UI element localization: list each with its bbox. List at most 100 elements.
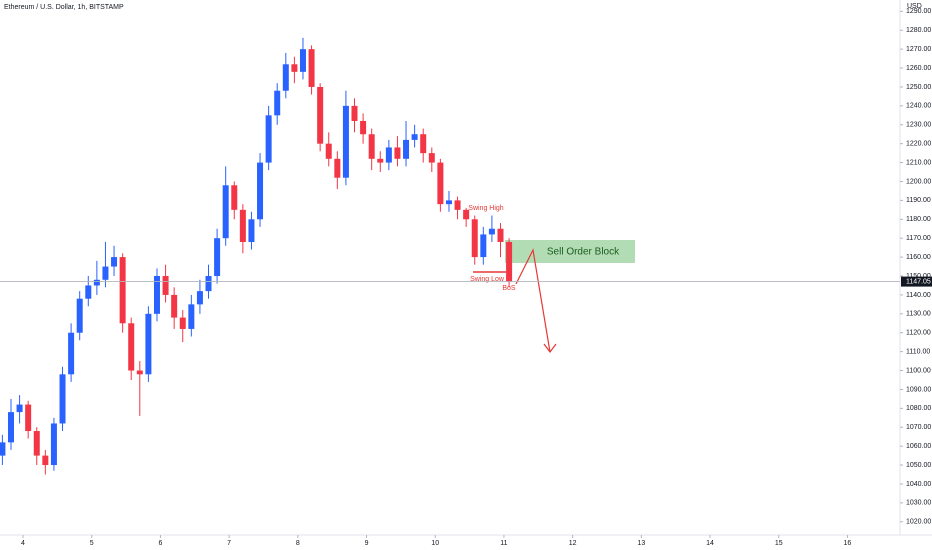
candle-body xyxy=(454,200,461,210)
candle-body xyxy=(257,162,264,220)
candle-body xyxy=(205,276,212,292)
candle-body xyxy=(291,64,298,72)
y-tick-label: 1080.00 xyxy=(906,405,931,412)
y-tick-label: 1200.00 xyxy=(906,178,931,185)
y-tick-label: 1050.00 xyxy=(906,462,931,469)
y-tick-label: 1260.00 xyxy=(906,65,931,72)
y-tick-label: 1160.00 xyxy=(906,254,931,261)
candle-body xyxy=(93,279,100,286)
candle-body xyxy=(471,219,478,258)
y-tick-label: 1180.00 xyxy=(906,216,931,223)
candle-body xyxy=(111,257,118,267)
candle-body xyxy=(342,105,349,178)
y-tick-label: 1230.00 xyxy=(906,122,931,129)
y-tick-label: 1070.00 xyxy=(906,424,931,431)
y-tick-label: 1020.00 xyxy=(906,519,931,526)
x-tick-label: 15 xyxy=(775,540,783,547)
candle-body xyxy=(445,200,452,205)
y-tick-label: 1060.00 xyxy=(906,443,931,450)
bos-label: BoS xyxy=(502,285,516,292)
candle-body xyxy=(308,49,315,87)
candle-body xyxy=(196,291,203,305)
y-tick-label: 1270.00 xyxy=(906,46,931,53)
x-tick-label: 13 xyxy=(637,540,645,547)
x-tick-label: 6 xyxy=(158,540,162,547)
candle-body xyxy=(231,185,238,210)
candle-body xyxy=(377,158,384,163)
candle-body xyxy=(25,404,32,432)
y-tick-label: 1130.00 xyxy=(906,311,931,318)
candle-body xyxy=(411,134,418,140)
candle-body xyxy=(282,64,289,91)
candle-body xyxy=(239,209,246,242)
x-tick-label: 4 xyxy=(21,540,25,547)
candle-body xyxy=(102,266,109,280)
y-tick-label: 1100.00 xyxy=(906,367,931,374)
candle-body xyxy=(274,90,281,116)
candle-body xyxy=(42,455,49,466)
candle-body xyxy=(463,209,470,220)
candle-body xyxy=(214,238,221,277)
swing-high-label: Swing High xyxy=(468,205,504,212)
y-tick-label: 1210.00 xyxy=(906,159,931,166)
candle-body xyxy=(394,147,401,159)
candle-body xyxy=(50,423,57,466)
x-tick-label: 5 xyxy=(90,540,94,547)
candle-body xyxy=(188,304,195,329)
candle-body xyxy=(317,86,324,144)
x-tick-label: 10 xyxy=(431,540,439,547)
candle-body xyxy=(351,105,358,121)
candle-body xyxy=(488,228,495,235)
swing-low-label: Swing Low xyxy=(470,276,505,283)
candle-body xyxy=(76,298,83,333)
x-tick-label: 7 xyxy=(227,540,231,547)
x-tick-label: 9 xyxy=(365,540,369,547)
candle-body xyxy=(360,120,367,135)
y-tick-label: 1090.00 xyxy=(906,386,931,393)
candle-body xyxy=(437,162,444,205)
candle-body xyxy=(128,323,135,371)
arrow-head xyxy=(543,343,557,353)
candle-body xyxy=(299,49,306,72)
x-tick-label: 16 xyxy=(844,540,852,547)
last-price-label: 1147.05 xyxy=(906,278,931,285)
candle-body xyxy=(480,234,487,258)
candle-body xyxy=(85,285,92,299)
candle-body xyxy=(33,431,40,456)
candle-body xyxy=(162,276,169,295)
y-tick-label: 1240.00 xyxy=(906,103,931,110)
y-tick-label: 1110.00 xyxy=(906,348,930,355)
y-tick-label: 1290.00 xyxy=(906,8,931,15)
candle-body xyxy=(16,404,23,413)
candle-body xyxy=(248,219,255,242)
order-block-zone xyxy=(505,240,635,263)
last-price-box xyxy=(901,276,932,287)
candle-body xyxy=(119,257,126,324)
candle-body xyxy=(385,147,392,163)
candle-body xyxy=(153,276,160,314)
y-tick-label: 1150.00 xyxy=(906,273,931,280)
x-tick-label: 14 xyxy=(706,540,714,547)
x-tick-label: 8 xyxy=(296,540,300,547)
x-tick-label: 12 xyxy=(569,540,577,547)
y-axis-label: USD xyxy=(907,3,922,10)
chart-title: Ethereum / U.S. Dollar, 1h, BITSTAMP xyxy=(4,4,124,11)
candle-body xyxy=(334,158,341,178)
candle-body xyxy=(222,185,229,239)
y-tick-label: 1120.00 xyxy=(906,330,931,337)
y-tick-label: 1170.00 xyxy=(906,235,931,242)
candle-body xyxy=(325,143,332,159)
y-tick-label: 1250.00 xyxy=(906,84,931,91)
candle-body xyxy=(179,317,186,329)
candle-body xyxy=(368,134,375,159)
candle-body xyxy=(428,153,435,163)
projection-arrow xyxy=(515,248,551,353)
y-tick-label: 1040.00 xyxy=(906,481,931,488)
candle-body xyxy=(145,313,152,375)
zone-label: Sell Order Block xyxy=(547,247,620,258)
candle-body xyxy=(171,294,178,318)
candle-body xyxy=(497,228,504,242)
x-tick-label: 11 xyxy=(500,540,507,547)
y-tick-label: 1280.00 xyxy=(906,27,931,34)
